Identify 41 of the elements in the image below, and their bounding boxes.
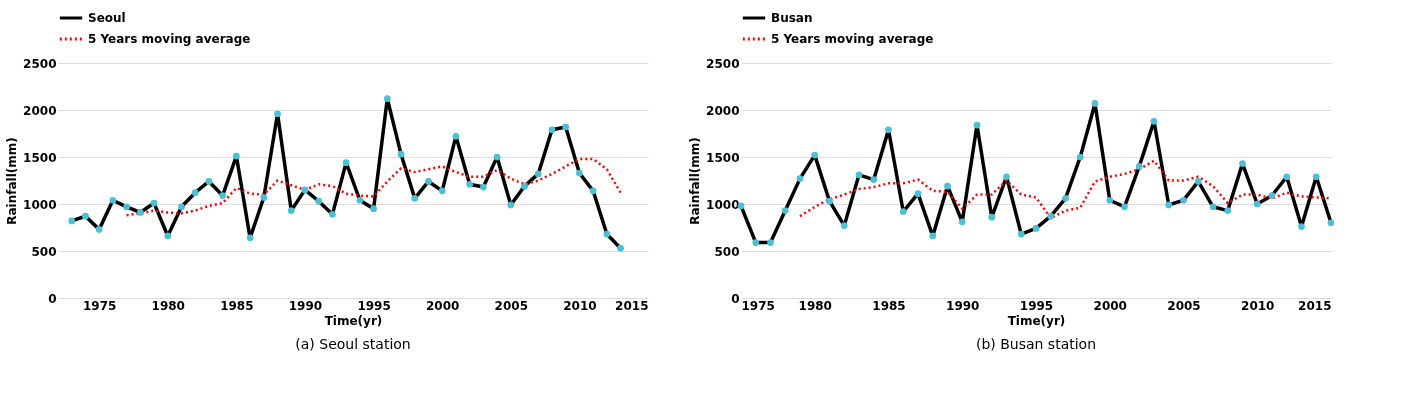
x-tick-label: 2005 xyxy=(1167,298,1201,313)
y-tick-label: 1000 xyxy=(706,197,740,212)
x-axis-title: Time(yr) xyxy=(324,313,383,328)
y-tick-label: 500 xyxy=(714,244,740,259)
y-tick-label: 2500 xyxy=(706,56,740,71)
x-tick-label: 2015 xyxy=(1298,298,1332,313)
y-tick-label: 2500 xyxy=(23,56,57,71)
legend-label: Seoul xyxy=(88,11,126,25)
y-tick-label: 2000 xyxy=(23,103,57,118)
x-tick-label: 2005 xyxy=(494,298,528,313)
x-tick-label: 1995 xyxy=(1019,298,1054,313)
x-tick-label: 1990 xyxy=(288,298,323,313)
x-tick-label: 2010 xyxy=(563,298,597,313)
x-tick-label: 1975 xyxy=(82,298,117,313)
x-tick-label: 2015 xyxy=(615,298,649,313)
legend-label: 5 Years moving average xyxy=(88,32,251,46)
x-tick-label: 1990 xyxy=(946,298,980,313)
x-tick-label: 1995 xyxy=(357,298,391,313)
x-axis-title: Time(yr) xyxy=(1007,313,1066,328)
y-tick-label: 1500 xyxy=(23,150,57,165)
y-axis-title: Rainfall(mm) xyxy=(688,137,703,225)
y-tick-label: 2000 xyxy=(706,103,740,118)
x-tick-label: 2010 xyxy=(1241,298,1275,313)
x-tick-label: 1975 xyxy=(741,298,775,313)
x-tick-label: 1980 xyxy=(151,298,185,313)
line-series xyxy=(125,157,622,217)
x-tick-label: 2000 xyxy=(1093,298,1127,313)
x-tick-label: 1980 xyxy=(798,298,832,313)
text: (a) Seoul station xyxy=(295,336,411,352)
y-axis-title: Rainfall(mm) xyxy=(5,137,20,225)
x-tick-label: 1985 xyxy=(220,298,254,313)
y-tick-label: 1000 xyxy=(23,197,57,212)
legend-label: 5 Years moving average xyxy=(771,32,934,46)
y-tick-label: 0 xyxy=(48,291,57,306)
y-tick-label: 0 xyxy=(731,291,740,306)
legend-label: Busan xyxy=(771,11,813,25)
y-tick-label: 1500 xyxy=(706,150,740,165)
x-tick-label: 1985 xyxy=(872,298,906,313)
y-tick-label: 500 xyxy=(31,244,57,259)
x-tick-label: 2000 xyxy=(425,298,460,313)
text: (b) Busan station xyxy=(975,336,1097,352)
